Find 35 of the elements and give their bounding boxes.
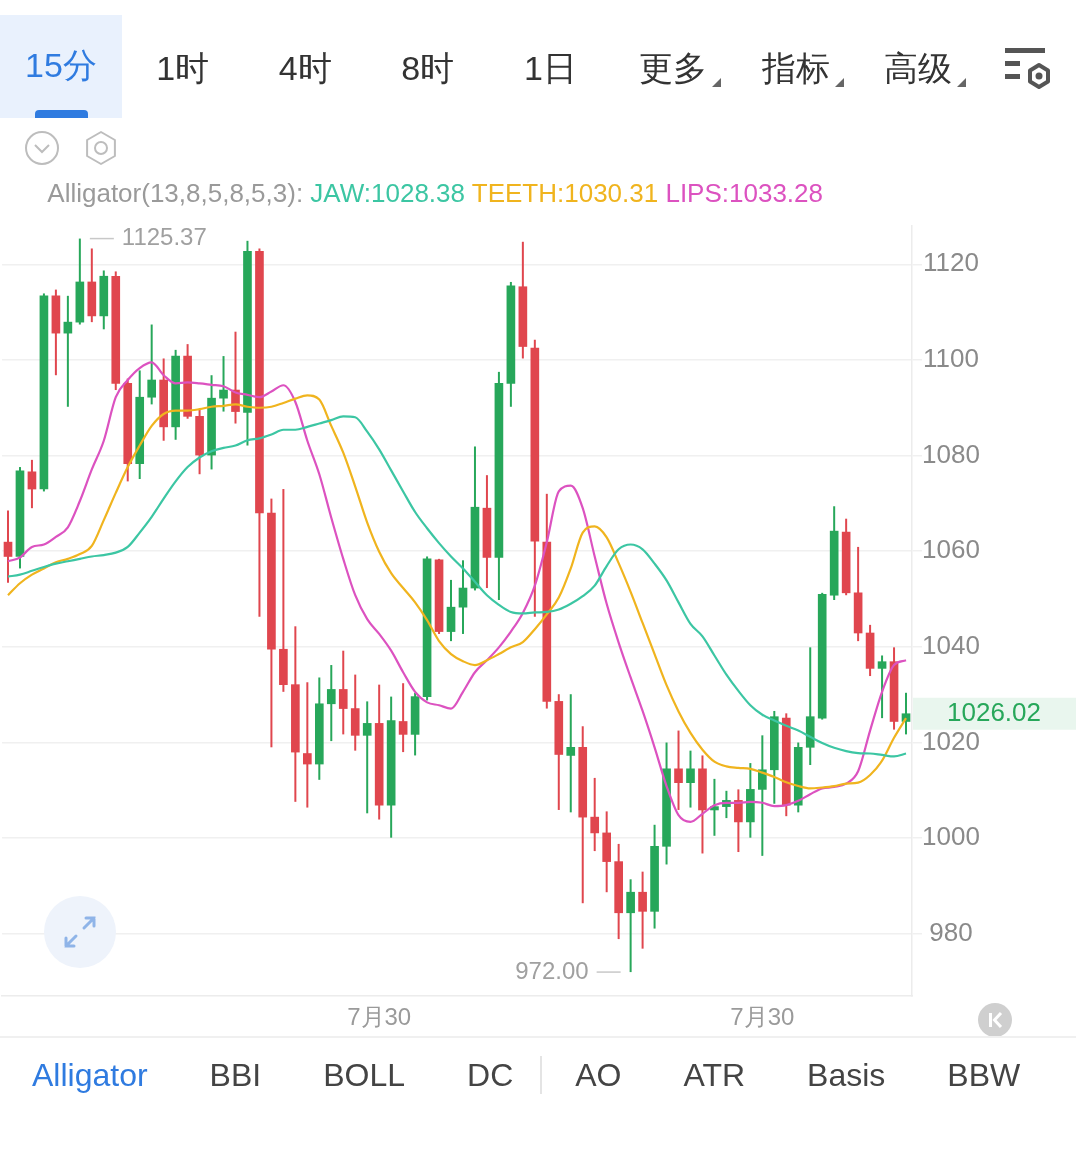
text: BBI	[209, 1056, 262, 1095]
text: Alligator	[32, 1056, 148, 1095]
text: 指标	[761, 48, 830, 88]
y-tick-label: 980	[929, 917, 973, 947]
text: 15分	[0, 15, 122, 118]
y-tick-label: 1000	[922, 821, 980, 852]
text: DC	[467, 1056, 514, 1095]
text: 更多	[639, 48, 707, 88]
text: TEETH:1030.31	[471, 178, 660, 208]
text: BBW	[947, 1056, 1021, 1095]
text: 8时	[401, 48, 455, 88]
text: AO	[575, 1056, 622, 1095]
annotation: 1125.37	[121, 223, 207, 251]
text: BOLL	[323, 1056, 406, 1095]
y-tick-label: 1080	[922, 438, 980, 469]
text: LIPS:1033.28	[665, 178, 823, 208]
text: Basis	[807, 1056, 886, 1095]
y-tick-label: 1100	[922, 343, 979, 374]
text: JAW:1028.38	[310, 178, 466, 208]
text: 1时	[156, 48, 210, 88]
candlestick	[303, 682, 312, 808]
text: ATR	[683, 1056, 746, 1095]
y-tick-label: 1120	[922, 247, 979, 278]
x-tick-label: 7月30	[347, 1003, 412, 1031]
text: 4时	[278, 48, 332, 88]
annotation: 972.00	[515, 956, 589, 984]
legend-title: Alligator(13,8,5,8,5,3):	[47, 178, 305, 208]
text: 1日	[523, 48, 577, 88]
y-tick-label: 1020	[922, 725, 980, 756]
x-tick-label: 7月30	[730, 1003, 795, 1031]
candlestick	[566, 694, 576, 813]
y-tick-label: 1060	[922, 534, 980, 565]
y-tick-label: 1040	[922, 630, 980, 661]
text: 1026.02	[947, 696, 1041, 727]
text: 高级	[884, 48, 953, 88]
